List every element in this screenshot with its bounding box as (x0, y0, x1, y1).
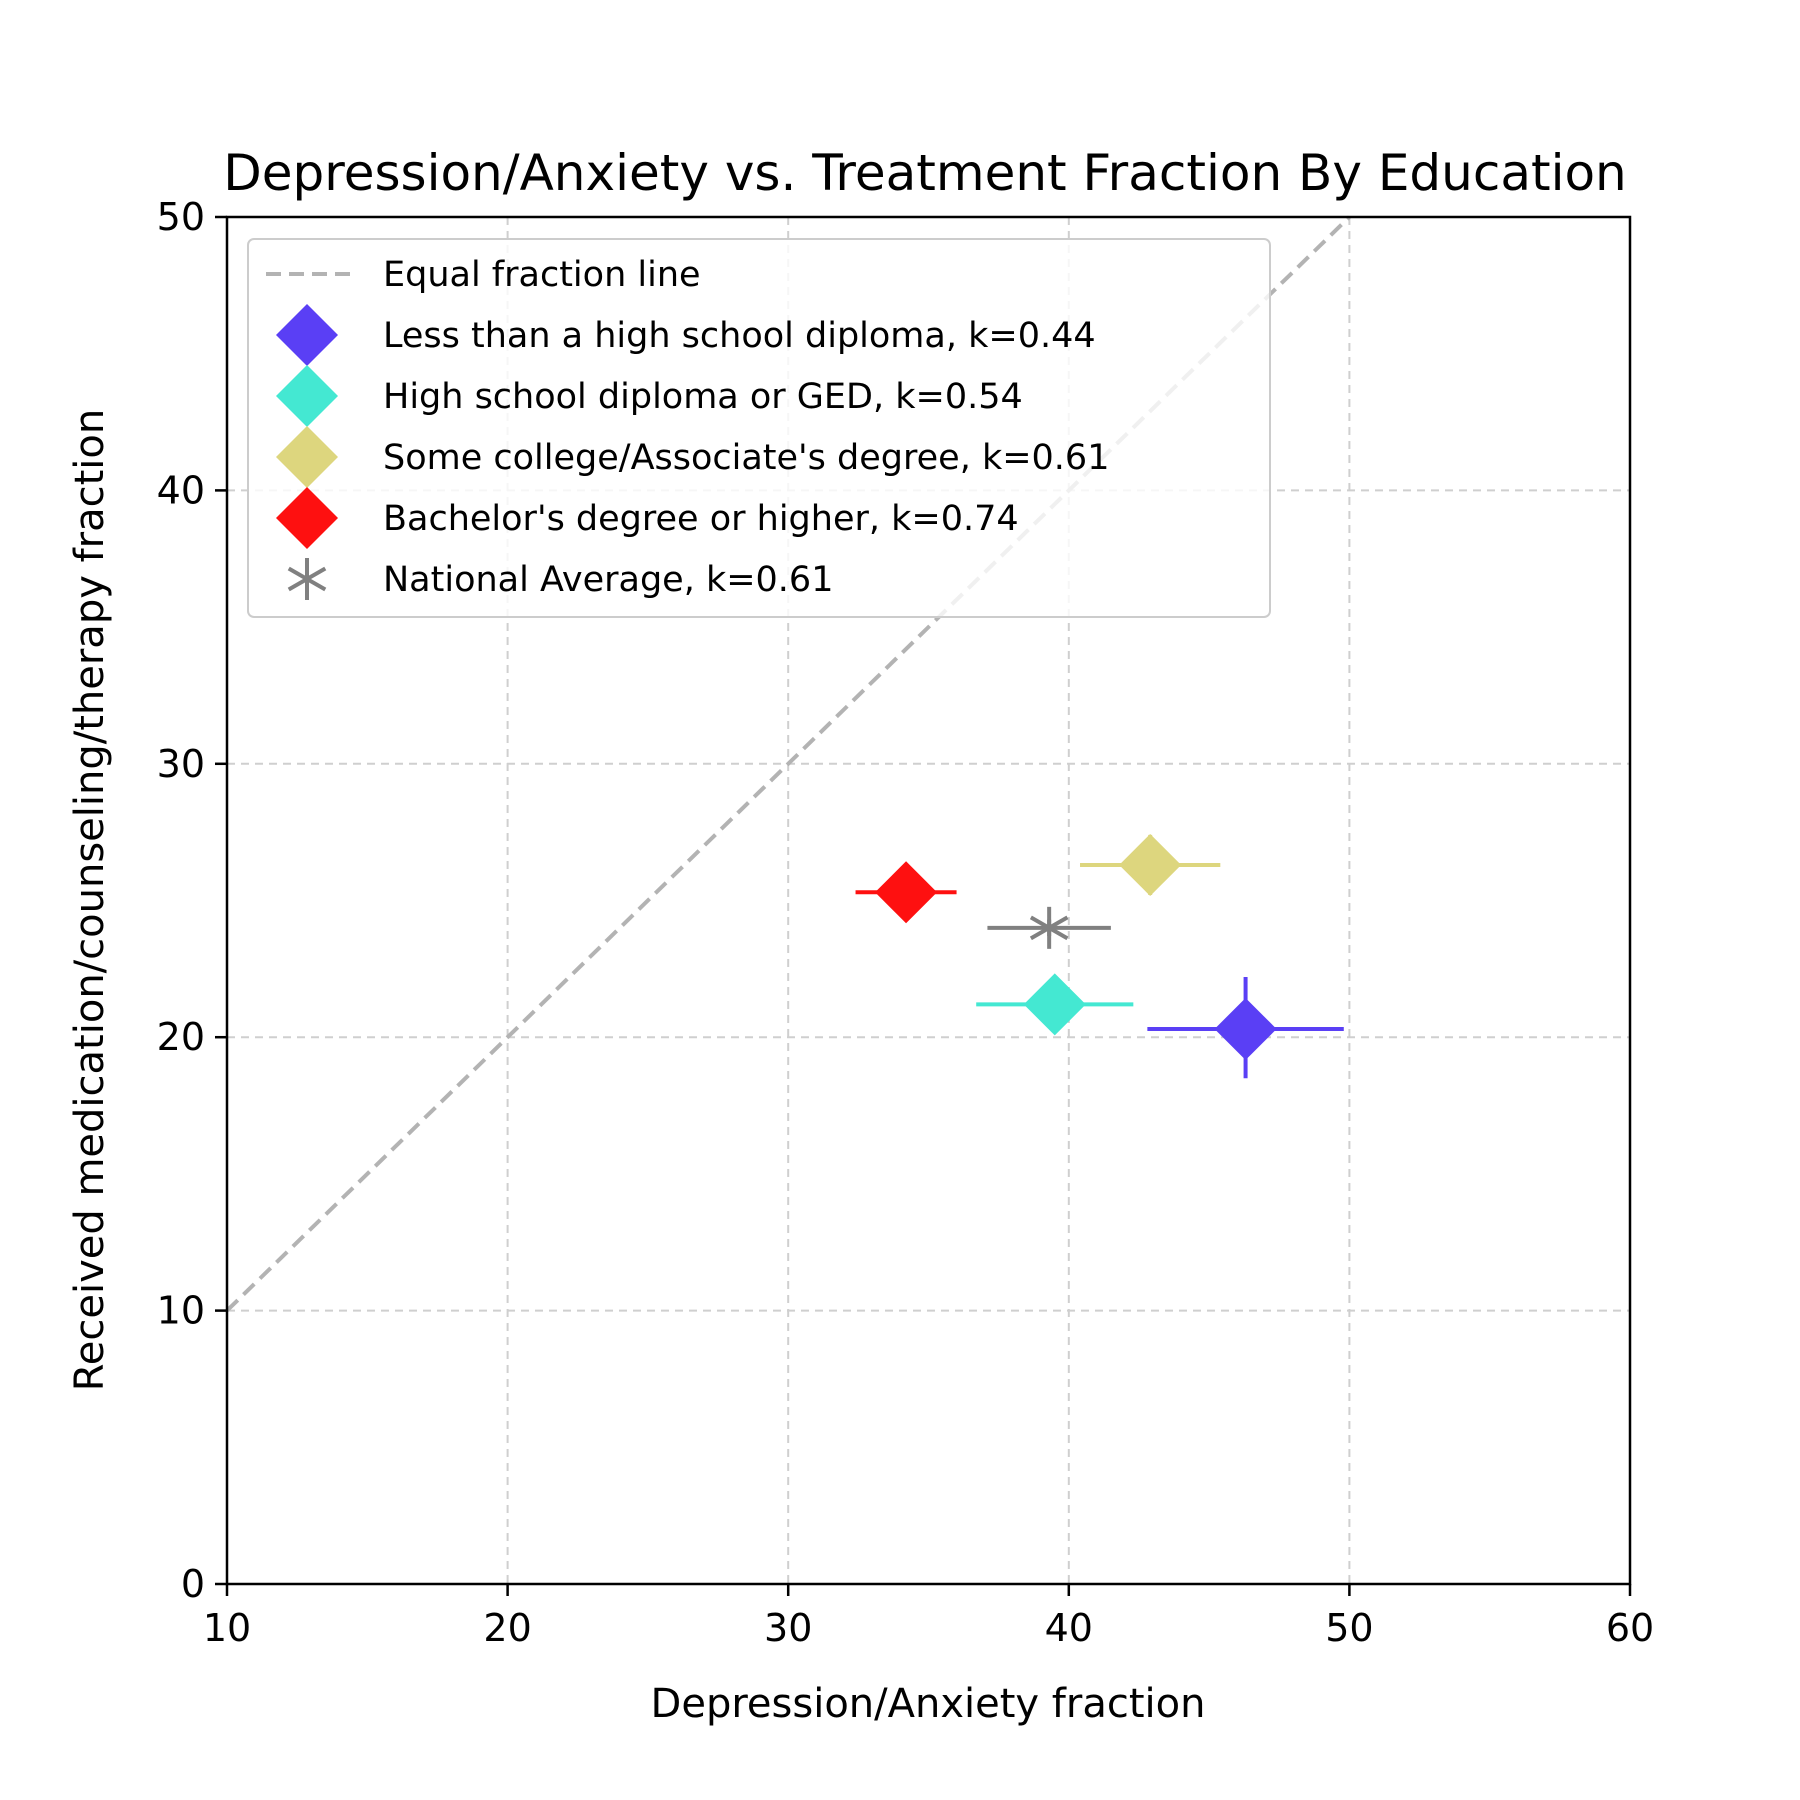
legend-asterisk-swatch (287, 558, 327, 600)
equal-fraction-line (225, 215, 1351, 1313)
data-points (855, 833, 1344, 1079)
diamond-marker (1023, 973, 1086, 1036)
series-point (855, 861, 957, 924)
legend-entry: Bachelor's degree or higher, k=0.74 (276, 487, 1019, 549)
diamond-marker (875, 861, 938, 924)
chart-title: Depression/Anxiety vs. Treatment Fractio… (223, 144, 1627, 202)
x-axis-label: Depression/Anxiety fraction (651, 1681, 1206, 1727)
legend-label: Less than a high school diploma, k=0.44 (383, 316, 1096, 356)
y-tick-label: 30 (157, 742, 205, 786)
legend: Equal fraction line Less than a high scho… (247, 238, 1271, 618)
y-tick-label: 50 (157, 195, 205, 239)
diamond-marker (1214, 997, 1277, 1060)
x-tick-label: 60 (1606, 1606, 1654, 1650)
y-tick-label: 20 (157, 1015, 205, 1059)
y-tick-label: 40 (157, 468, 205, 512)
legend-diamond-swatch (276, 426, 338, 488)
legend-label: Equal fraction line (383, 255, 701, 295)
legend-label: High school diploma or GED, k=0.54 (383, 377, 1023, 417)
y-axis-label: Received medication/counseling/therapy f… (67, 409, 113, 1391)
legend-label: Bachelor's degree or higher, k=0.74 (383, 499, 1019, 539)
x-tick-label: 10 (203, 1606, 251, 1650)
y-tick-label: 0 (181, 1562, 205, 1606)
series-point (1080, 833, 1221, 896)
series-point (987, 906, 1111, 949)
y-tick-label: 10 (157, 1289, 205, 1333)
legend-label: Some college/Associate's degree, k=0.61 (383, 438, 1109, 478)
legend-entry: Equal fraction line (266, 255, 701, 295)
legend-box (247, 238, 1271, 618)
asterisk-marker (1029, 906, 1069, 949)
plot-frame (225, 215, 1632, 1586)
series-point (1147, 977, 1344, 1079)
legend-diamond-swatch (276, 487, 338, 549)
x-tick-label: 40 (1045, 1606, 1093, 1650)
x-tick-label: 20 (483, 1606, 531, 1650)
diamond-marker (1119, 833, 1182, 896)
legend-entry: High school diploma or GED, k=0.54 (276, 365, 1023, 427)
x-tick-label: 30 (764, 1606, 812, 1650)
legend-entry: Some college/Associate's degree, k=0.61 (276, 426, 1109, 488)
legend-diamond-swatch (276, 365, 338, 427)
legend-entry: Less than a high school diploma, k=0.44 (276, 304, 1096, 366)
legend-diamond-swatch (276, 304, 338, 366)
series-point (976, 973, 1134, 1036)
legend-entry: National Average, k=0.61 (287, 558, 833, 600)
reference-line-layer (225, 215, 1351, 1313)
x-tick-label: 50 (1325, 1606, 1373, 1650)
legend-label: National Average, k=0.61 (383, 560, 833, 600)
